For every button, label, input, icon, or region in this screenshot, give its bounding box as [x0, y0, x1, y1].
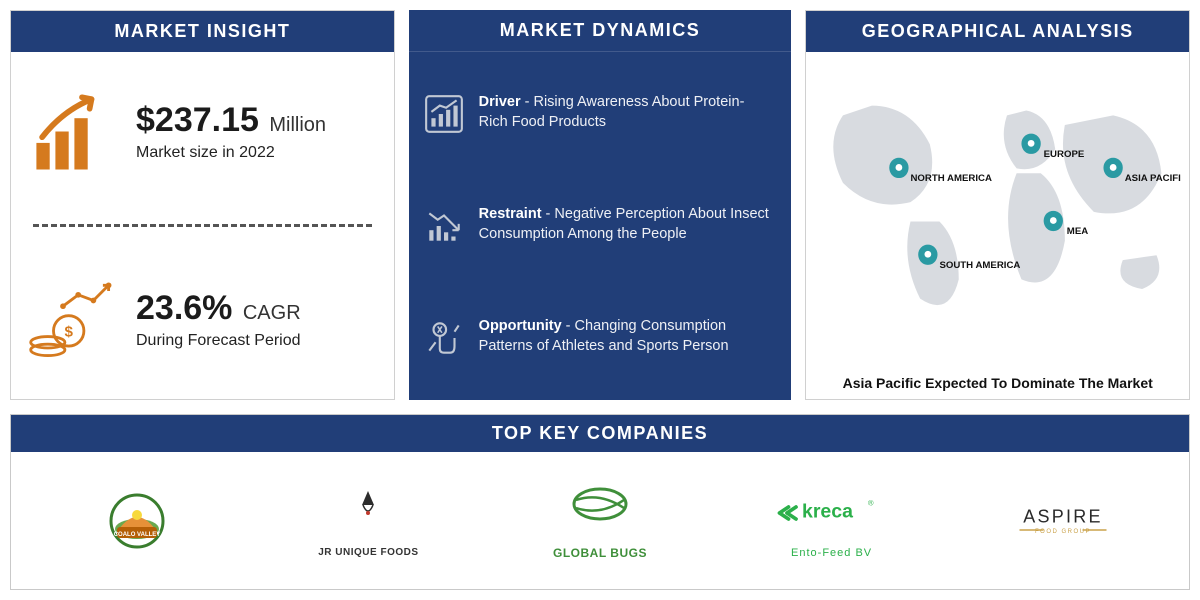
dynamics-restraint-row: Restraint - Negative Perception About In…	[423, 205, 774, 247]
company-global-bugs: GLOBAL BUGS	[540, 482, 660, 560]
dynamics-restraint-label: Restraint	[479, 206, 542, 222]
svg-text:MEA: MEA	[1067, 226, 1088, 237]
insight-market-size-text: $237.15 Million Market size in 2022	[136, 101, 380, 162]
market-dynamics-body: Driver - Rising Awareness About Protein-…	[409, 52, 792, 400]
geographical-analysis-panel: GEOGRAPHICAL ANALYSIS NORTH AMERICA SOUTH…	[805, 10, 1190, 400]
market-insight-panel: MARKET INSIGHT $237.15 Million Market si…	[10, 10, 395, 400]
market-dynamics-header: MARKET DYNAMICS	[409, 10, 792, 52]
geographical-body: NORTH AMERICA SOUTH AMERICA EUROPE MEA ASIA …	[806, 52, 1189, 399]
company-kreca-sub: Ento-Feed BV	[791, 547, 872, 559]
company-global-bugs-name: GLOBAL BUGS	[553, 546, 647, 560]
coalo-valley-logo-icon: COALO VALLEY	[77, 491, 197, 551]
svg-text:SOUTH AMERICA: SOUTH AMERICA	[940, 260, 1021, 271]
aspire-logo-icon: ASPIRE FOOD GROUP	[1003, 491, 1123, 551]
market-dynamics-panel: MARKET DYNAMICS Driver - Rising Awarenes…	[409, 10, 792, 400]
restraint-decline-icon	[423, 205, 465, 247]
insight-cagr-text: 23.6% CAGR During Forecast Period	[136, 289, 380, 350]
insight-market-size-row: $237.15 Million Market size in 2022	[25, 84, 380, 179]
dynamics-driver-row: Driver - Rising Awareness About Protein-…	[423, 93, 774, 135]
dynamics-restraint-text: Restraint - Negative Perception About In…	[479, 205, 774, 244]
dynamics-opportunity-row: Opportunity - Changing Consumption Patte…	[423, 317, 774, 359]
company-jr-unique: JR UNIQUE FOODS	[308, 483, 428, 558]
svg-text:ASPIRE: ASPIRE	[1023, 506, 1103, 526]
growth-bar-arrow-icon	[25, 84, 120, 179]
market-size-unit: Million	[269, 114, 326, 136]
svg-text:COALO VALLEY: COALO VALLEY	[114, 532, 161, 538]
dynamics-driver-text: Driver - Rising Awareness About Protein-…	[479, 93, 774, 132]
company-jr-unique-name: JR UNIQUE FOODS	[318, 547, 418, 558]
coins-growth-icon: $	[25, 272, 120, 367]
market-size-caption: Market size in 2022	[136, 144, 380, 162]
infographic-root: MARKET INSIGHT $237.15 Million Market si…	[0, 0, 1200, 600]
svg-text:$: $	[64, 323, 73, 340]
market-insight-body: $237.15 Million Market size in 2022 $	[11, 52, 394, 399]
top-companies-body: COALO VALLEY JR UNIQUE FOODS GLOBAL BUGS	[11, 452, 1189, 589]
market-insight-header: MARKET INSIGHT	[11, 11, 394, 52]
dynamics-opportunity-label: Opportunity	[479, 318, 562, 334]
cagr-unit: CAGR	[243, 302, 301, 324]
insight-cagr-row: $ 23.6% CAGR During Forecast Period	[25, 272, 380, 367]
kreca-logo-icon: kreca ®	[772, 483, 892, 543]
cagr-value: 23.6%	[136, 289, 232, 328]
driver-chart-icon	[423, 93, 465, 135]
dynamics-driver-label: Driver	[479, 94, 521, 110]
top-row: MARKET INSIGHT $237.15 Million Market si…	[10, 10, 1190, 400]
world-map-icon: NORTH AMERICA SOUTH AMERICA EUROPE MEA ASIA …	[814, 62, 1181, 352]
market-size-value: $237.15	[136, 101, 259, 140]
svg-text:®: ®	[868, 498, 874, 507]
geographical-header: GEOGRAPHICAL ANALYSIS	[806, 11, 1189, 52]
insight-divider	[33, 224, 372, 227]
company-aspire: ASPIRE FOOD GROUP	[1003, 491, 1123, 551]
dynamics-opportunity-text: Opportunity - Changing Consumption Patte…	[479, 317, 774, 356]
svg-text:ASIA PACIFIC: ASIA PACIFIC	[1125, 173, 1181, 184]
top-companies-panel: TOP KEY COMPANIES COALO VALLEY	[10, 414, 1190, 590]
top-companies-header: TOP KEY COMPANIES	[11, 415, 1189, 452]
jr-unique-logo-icon	[308, 483, 428, 543]
company-kreca: kreca ® Ento-Feed BV	[772, 483, 892, 559]
svg-text:EUROPE: EUROPE	[1044, 149, 1085, 160]
cagr-caption: During Forecast Period	[136, 332, 380, 350]
company-aspire-sub-svg: FOOD GROUP	[1035, 529, 1091, 535]
svg-text:NORTH AMERICA: NORTH AMERICA	[911, 173, 992, 184]
global-bugs-logo-icon	[540, 482, 660, 542]
geographical-caption: Asia Pacific Expected To Dominate The Ma…	[843, 375, 1153, 391]
opportunity-touch-icon	[423, 317, 465, 359]
company-coalo-valley: COALO VALLEY	[77, 491, 197, 551]
svg-text:kreca: kreca	[802, 500, 853, 522]
